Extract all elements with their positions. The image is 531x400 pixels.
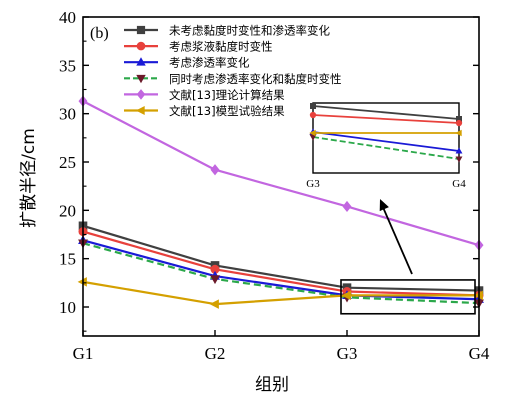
inset-point-start-6 <box>309 129 316 137</box>
legend-label-4: 同时考虑渗透率变化和黏度时变性 <box>169 72 342 86</box>
inset-line-4 <box>312 136 460 160</box>
inset-point-end-2 <box>455 119 463 127</box>
legend-marker-2 <box>136 41 146 51</box>
data-point-s2-G2 <box>210 264 220 274</box>
data-point-s5-G3 <box>342 200 352 213</box>
inset-frame <box>312 102 460 174</box>
inset-zoom: G3 G4 <box>306 102 466 275</box>
legend: 未考虑黏度时变性和渗透率变化考虑浆液黏度时变性考虑渗透率变化同时考虑渗透率变化和… <box>124 24 342 118</box>
legend-marker-1 <box>136 25 146 35</box>
y-tick-label-25: 25 <box>59 153 76 172</box>
inset-line-3 <box>312 131 460 152</box>
y-tick-label-40: 40 <box>59 8 76 27</box>
x-tick-label-G3: G3 <box>337 344 358 363</box>
x-axis-title: 组别 <box>255 375 289 395</box>
inset-point-start-2 <box>309 111 317 119</box>
data-point-s6-G2 <box>209 299 219 309</box>
y-axis-title: 扩散半径/cm <box>19 128 39 228</box>
axis-frame <box>82 16 480 337</box>
series-line-5 <box>82 100 480 247</box>
legend-label-2: 考虑浆液黏度时变性 <box>169 40 273 54</box>
series-line-4 <box>82 242 480 305</box>
data-point-s5-G2 <box>210 164 220 176</box>
inset-point-end-4 <box>455 156 463 163</box>
inset-point-end-1 <box>456 116 462 122</box>
zoom-arrow-head <box>379 199 389 212</box>
x-tick-label-G4: G4 <box>469 344 490 363</box>
inset-point-end-3 <box>455 147 463 154</box>
panel-label: (b) <box>90 25 109 42</box>
y-tick-label-20: 20 <box>59 201 76 220</box>
inset-point-end-6 <box>455 129 462 137</box>
legend-label-1: 未考虑黏度时变性和渗透率变化 <box>169 24 330 38</box>
legend-marker-5 <box>136 89 146 100</box>
legend-label-3: 考虑渗透率变化 <box>169 56 250 70</box>
series-line-1 <box>82 224 480 292</box>
inset-line-2 <box>312 114 460 124</box>
data-point-s6-G3 <box>341 290 351 301</box>
inset-point-start-1 <box>310 103 316 109</box>
x-tick-label-G2: G2 <box>205 344 226 363</box>
y-tick-label-30: 30 <box>59 105 76 124</box>
y-tick-label-15: 15 <box>59 250 76 269</box>
inset-line-1 <box>312 105 460 120</box>
axes: 10 15 20 25 30 35 40 G1 G2 G3 G4 <box>59 8 490 363</box>
zoom-region-box <box>340 279 476 315</box>
legend-marker-6 <box>135 105 145 116</box>
series-line-2 <box>82 230 480 297</box>
legend-marker-3 <box>136 57 146 66</box>
y-tick-label-10: 10 <box>59 298 76 317</box>
legend-label-6: 文献[13]模型试验结果 <box>169 104 285 118</box>
inset-x-label-G3: G3 <box>306 178 320 190</box>
zoom-arrow-line <box>381 204 413 275</box>
inset-point-start-4 <box>309 134 317 141</box>
series-line-6 <box>82 280 479 306</box>
x-tick-label-G1: G1 <box>73 344 94 363</box>
legend-marker-4 <box>136 74 146 84</box>
legend-label-5: 文献[13]理论计算结果 <box>169 88 285 102</box>
series-line-3 <box>82 239 480 301</box>
inset-x-label-G4: G4 <box>452 178 466 190</box>
y-tick-label-35: 35 <box>59 56 76 75</box>
data-point-s4-G2 <box>210 275 220 285</box>
